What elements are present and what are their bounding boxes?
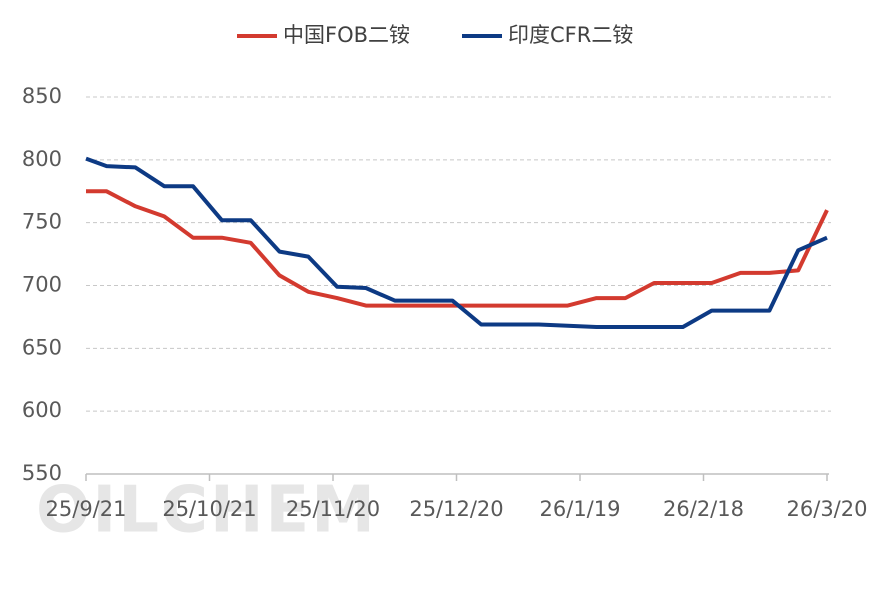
x-tick-label: 26/2/18 [663, 497, 744, 521]
y-tick-label: 550 [22, 461, 62, 485]
y-tick-label: 650 [22, 335, 62, 359]
y-tick-label: 850 [22, 84, 62, 108]
x-tick-label: 25/10/21 [162, 497, 256, 521]
series-line [85, 156, 828, 329]
series-line [86, 189, 829, 308]
y-tick-label: 800 [22, 147, 62, 171]
x-tick-label: 25/11/20 [286, 497, 380, 521]
x-tick-label: 26/1/19 [540, 497, 621, 521]
y-tick-label: 600 [22, 398, 62, 422]
x-tick-label: 26/3/20 [787, 497, 868, 521]
y-tick-label: 750 [22, 210, 62, 234]
watermark: OILCHEM [36, 474, 377, 548]
legend-label: 印度CFR二铵 [508, 23, 633, 47]
x-tick-label: 25/9/21 [46, 497, 127, 521]
y-tick-label: 700 [22, 273, 62, 297]
x-tick-label: 25/12/20 [409, 497, 503, 521]
legend-label: 中国FOB二铵 [283, 23, 410, 47]
